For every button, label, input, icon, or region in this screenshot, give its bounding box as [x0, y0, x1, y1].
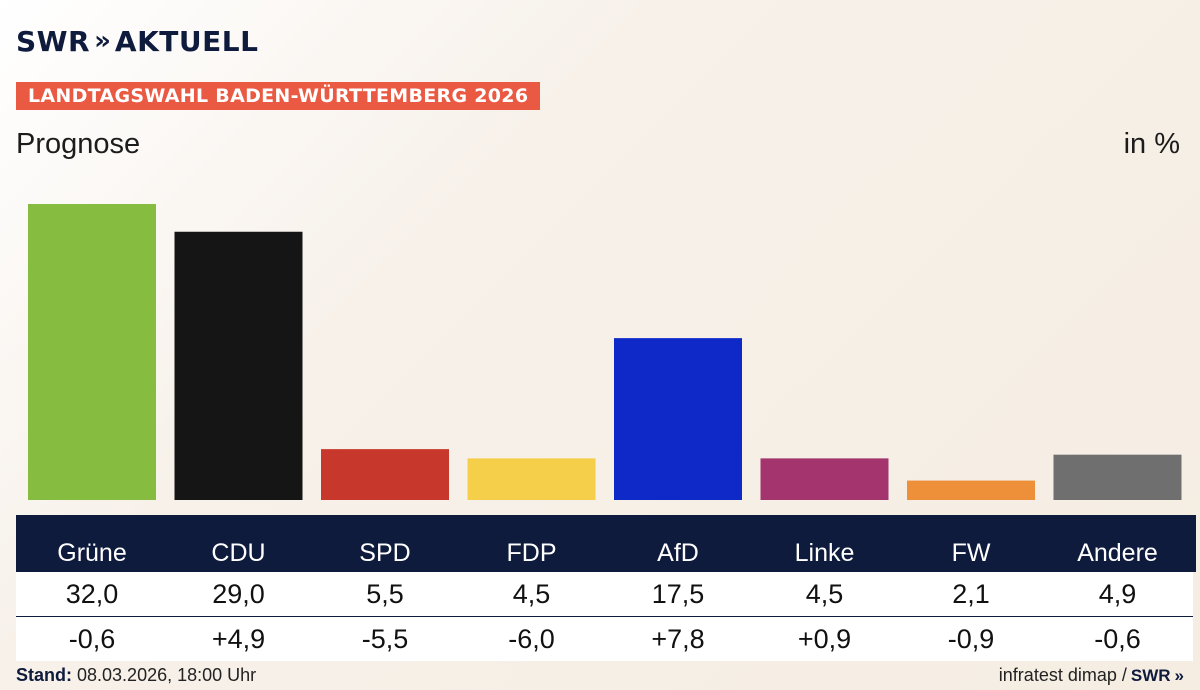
election-banner: LANDTAGSWAHL BADEN-WÜRTTEMBERG 2026 — [16, 82, 541, 110]
stand-label: Stand: — [16, 665, 72, 685]
result-value: 5,5 — [366, 578, 404, 609]
logo-chevrons: » — [94, 26, 111, 56]
result-value: 4,5 — [805, 578, 844, 609]
stand-value: 08.03.2026, 18:00 Uhr — [77, 665, 257, 685]
change-row: -0,6 +4,9 -5,5 -6,0 +7,8 +0,9 -0,9 -0,6 — [16, 616, 1193, 661]
change-value: -0,6 — [68, 623, 116, 654]
chart-subtitle: Prognose — [16, 128, 141, 160]
result-value: 4,9 — [1098, 578, 1137, 609]
result-value: 4,5 — [512, 578, 551, 609]
source-chevrons: » — [1174, 665, 1184, 685]
bar-grüne — [28, 204, 156, 500]
change-value: -6,0 — [508, 623, 555, 654]
bar-andere — [1053, 454, 1182, 500]
change-value: -0,9 — [947, 623, 995, 654]
logo-product: AKTUELL — [114, 24, 259, 58]
result-value: 2,1 — [952, 578, 990, 609]
party-label: AfD — [657, 539, 699, 567]
bar-chart — [28, 204, 1182, 534]
party-label: Andere — [1077, 539, 1158, 567]
change-value: -0,6 — [1094, 623, 1141, 654]
party-label: Linke — [794, 539, 855, 567]
party-label: Grüne — [57, 539, 127, 567]
result-value: 29,0 — [212, 578, 265, 609]
swr-aktuell-logo: SWR » AKTUELL — [16, 24, 259, 58]
bar-linke — [760, 458, 889, 500]
logo-brand: SWR — [16, 24, 91, 58]
result-value: 17,5 — [651, 578, 705, 609]
bar-cdu — [174, 231, 303, 500]
stand-info: Stand: 08.03.2026, 18:00 Uhr — [16, 665, 256, 686]
source-info: infratest dimap / SWR» — [999, 665, 1184, 686]
party-label: CDU — [211, 539, 266, 567]
unit-label: in % — [1123, 128, 1180, 160]
change-value: +7,8 — [651, 623, 705, 654]
change-value: -5,5 — [361, 623, 409, 654]
change-value: +0,9 — [797, 623, 852, 654]
result-row: 32,0 29,0 5,5 4,5 17,5 4,5 2,1 4,9 — [16, 572, 1193, 616]
result-value: 32,0 — [65, 578, 119, 609]
change-value: +4,9 — [211, 623, 266, 654]
bar-spd — [321, 449, 449, 500]
source-label: infratest dimap / — [998, 665, 1127, 685]
party-label: FW — [951, 539, 991, 567]
party-label: SPD — [359, 539, 411, 567]
party-label: FDP — [506, 539, 557, 567]
party-name-band — [16, 515, 1196, 572]
bar-fw — [907, 480, 1035, 500]
bar-afd — [614, 338, 742, 500]
bar-fdp — [467, 458, 596, 500]
source-brand: SWR — [1130, 665, 1171, 685]
